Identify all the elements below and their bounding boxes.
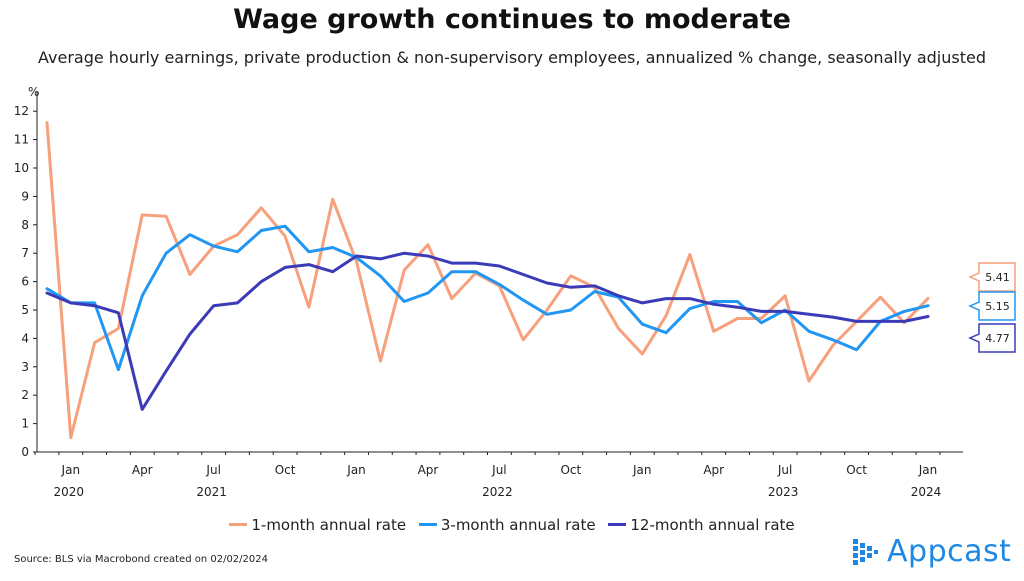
- y-tick-label: 1: [21, 417, 29, 431]
- x-tick-label: Jan: [918, 463, 938, 477]
- series-lines: [45, 121, 930, 440]
- x-tick-label: Jul: [205, 463, 220, 477]
- legend-item-12-month[interactable]: 12-month annual rate: [608, 515, 795, 534]
- legend: 1-month annual rate 3-month annual rate …: [0, 512, 1024, 534]
- y-tick-label: 6: [21, 275, 29, 289]
- y-tick-label: 8: [21, 218, 29, 232]
- x-tick-label: Oct: [560, 463, 581, 477]
- legend-item-1-month[interactable]: 1-month annual rate: [229, 516, 406, 534]
- y-axis-unit-label: %: [28, 85, 39, 99]
- x-tick-label: Jul: [777, 463, 792, 477]
- legend-item-3-month[interactable]: 3-month annual rate: [418, 515, 596, 534]
- brand-name: Appcast: [887, 534, 1012, 569]
- x-year-label: 2022: [482, 485, 513, 499]
- end-value-label: 4.77: [985, 332, 1010, 345]
- legend-swatch: [418, 523, 437, 526]
- x-axis: Jan 2020 Apr Jul 2021 Oct Jan Apr Jul 2022 Oct Jan A…: [34, 451, 963, 499]
- end-label-box: [968, 262, 1016, 292]
- series-line-3: [45, 251, 930, 411]
- y-tick-label: 11: [14, 133, 29, 147]
- legend-label: 1-month annual rate: [251, 515, 407, 534]
- end-value-labels: 5.41 5.15 4.77: [968, 262, 1016, 353]
- series-line-1: [45, 121, 930, 440]
- y-tick-label: 7: [21, 246, 29, 260]
- x-tick-label: Jan: [61, 463, 81, 477]
- y-tick-label: 2: [21, 388, 29, 402]
- x-year-label: 2023: [768, 485, 799, 499]
- y-tick-label: 3: [21, 360, 29, 374]
- x-tick-label: Oct: [275, 463, 296, 477]
- legend-label: 12-month annual rate: [630, 515, 795, 534]
- end-label-box: [968, 323, 1016, 353]
- x-year-label: 2024: [911, 485, 942, 499]
- y-tick-label: 9: [21, 189, 29, 203]
- brand-logo: Appcast: [851, 534, 1011, 569]
- x-tick-label: Apr: [132, 463, 153, 477]
- x-tick-label: Oct: [846, 463, 867, 477]
- x-tick-label: Apr: [418, 463, 439, 477]
- y-tick-label: 12: [14, 104, 29, 118]
- end-value-label: 5.41: [985, 271, 1010, 284]
- y-tick-label: 0: [21, 445, 29, 459]
- x-tick-label: Apr: [703, 463, 724, 477]
- source-note: Source: BLS via Macrobond created on 02/…: [14, 554, 268, 565]
- legend-label: 3-month annual rate: [440, 515, 596, 534]
- x-year-label: 2020: [54, 485, 85, 499]
- x-tick-label: Jan: [632, 463, 652, 477]
- x-year-label: 2021: [196, 485, 227, 499]
- end-label-box: [968, 291, 1016, 321]
- y-tick-label: 5: [21, 303, 29, 317]
- y-tick-label: 10: [14, 161, 29, 175]
- y-tick-label: 4: [21, 331, 29, 345]
- legend-swatch: [229, 523, 248, 526]
- x-tick-label: Jan: [346, 463, 366, 477]
- chart-subtitle: Average hourly earnings, private product…: [38, 48, 986, 67]
- legend-swatch: [608, 523, 627, 526]
- x-tick-label: Jul: [491, 463, 506, 477]
- appcast-logo-icon: [853, 538, 878, 565]
- chart-title: Wage growth continues to moderate: [233, 4, 791, 35]
- end-value-label: 5.15: [985, 300, 1010, 313]
